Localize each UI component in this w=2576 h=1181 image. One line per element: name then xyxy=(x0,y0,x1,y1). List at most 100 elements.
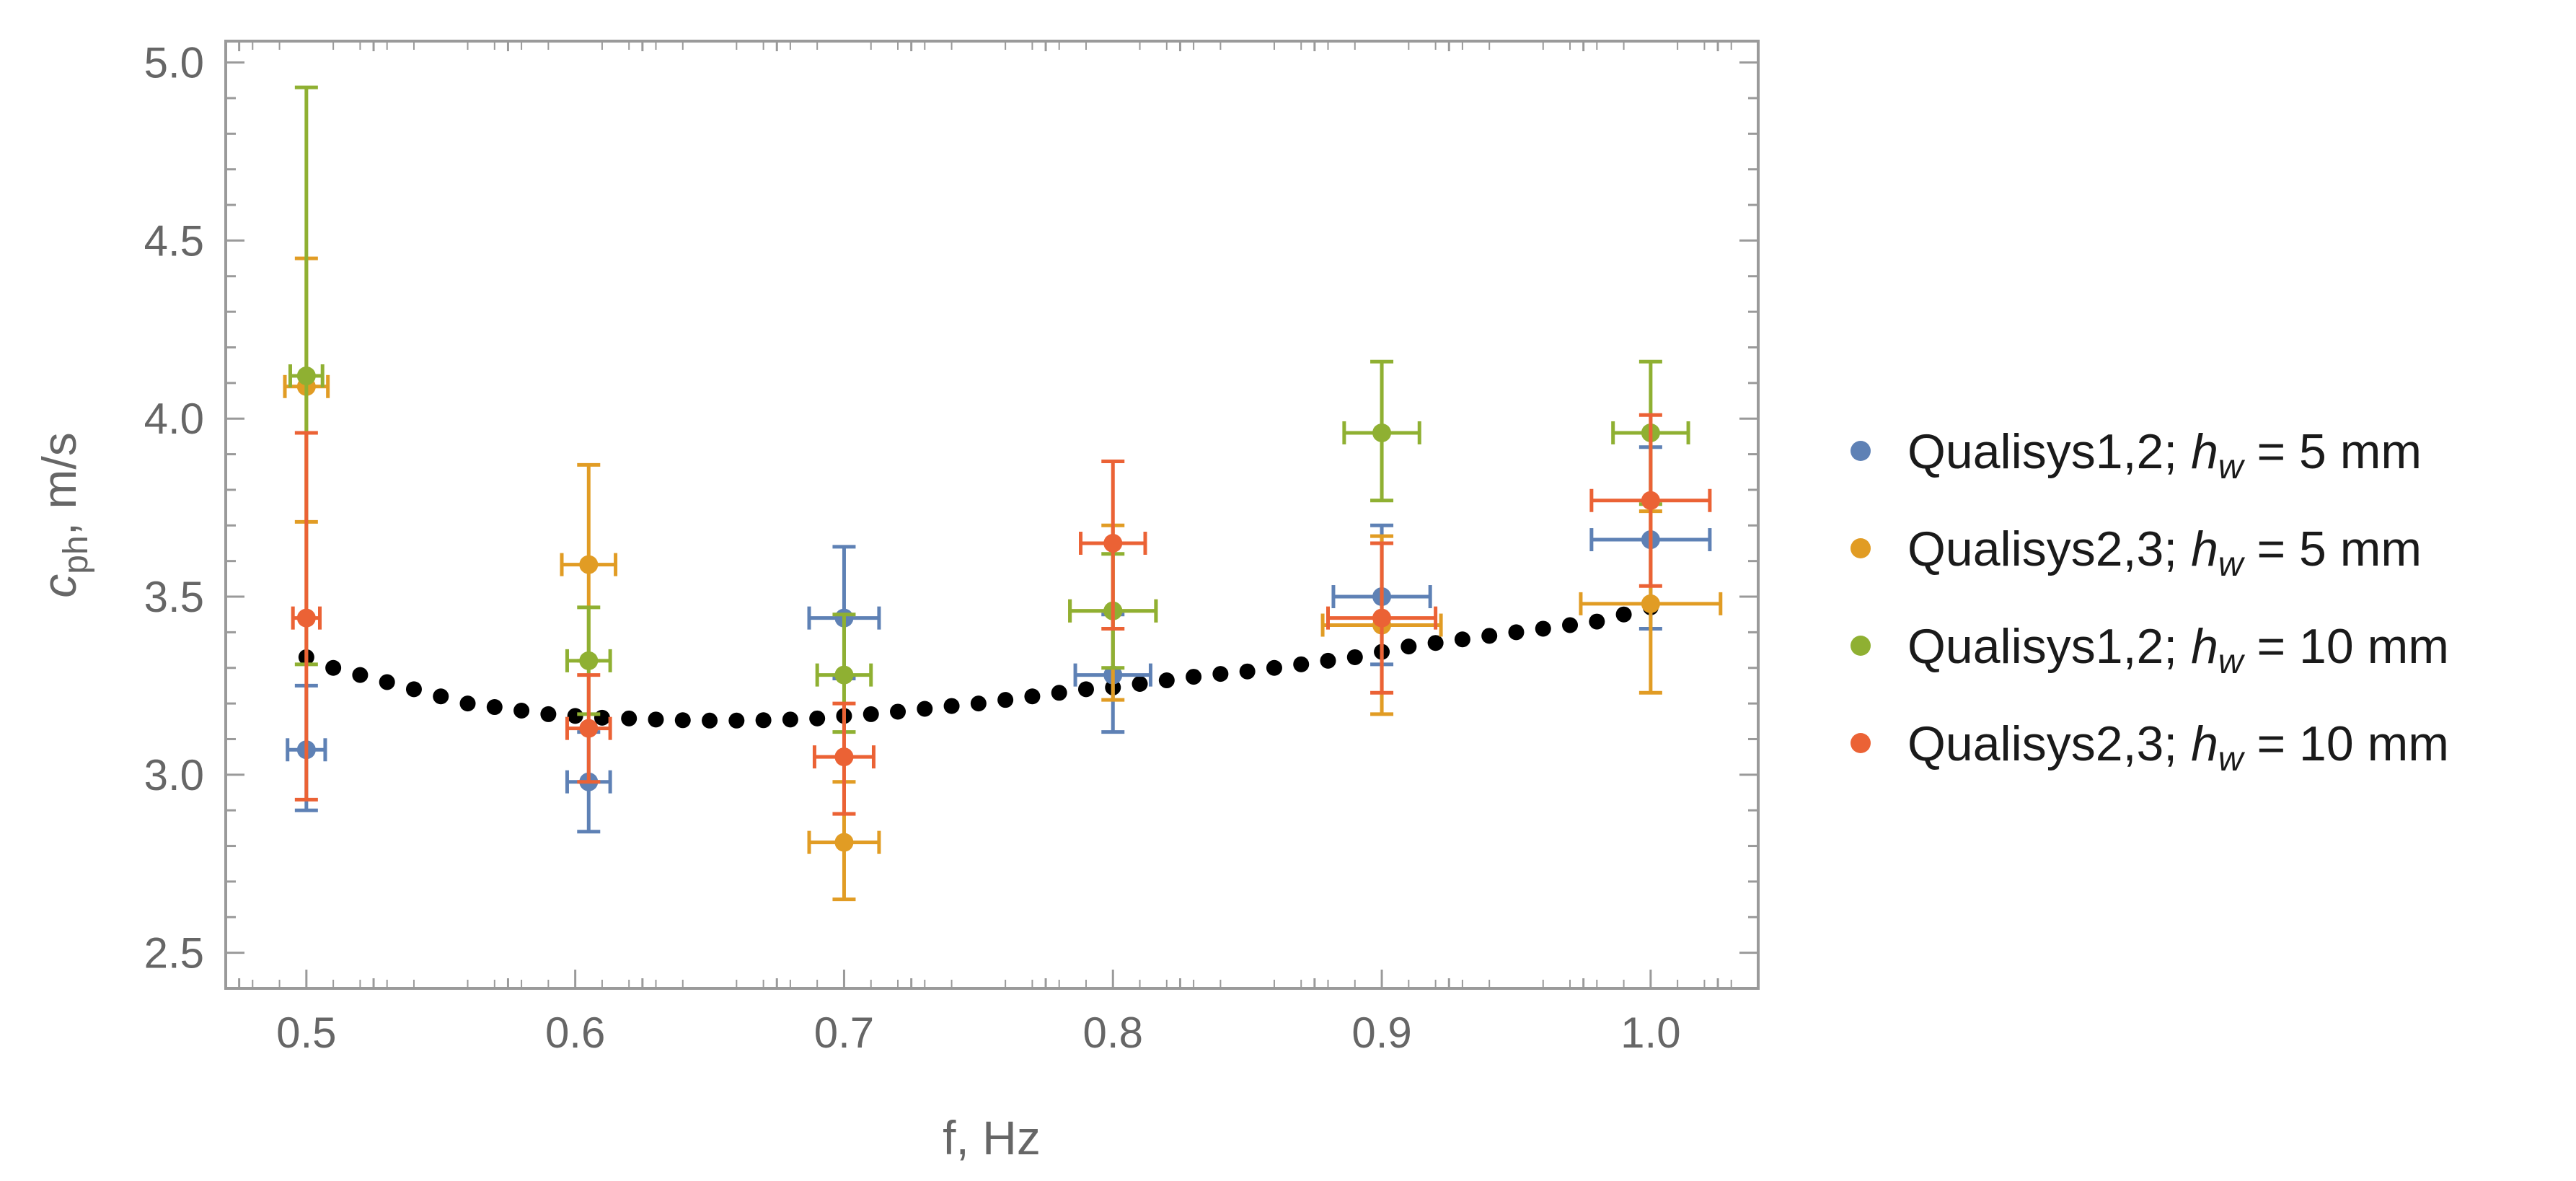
model-point xyxy=(1320,652,1336,669)
model-point xyxy=(782,711,798,728)
model-point xyxy=(1562,617,1579,633)
data-point xyxy=(834,747,854,767)
legend-marker xyxy=(1851,538,1871,558)
legend-label: Qualisys1,2; hw = 5 mm xyxy=(1907,424,2422,486)
legend-label: Qualisys2,3; hw = 10 mm xyxy=(1907,716,2449,778)
model-point xyxy=(863,706,879,722)
data-point xyxy=(834,665,854,685)
x-tick-label: 0.6 xyxy=(545,1009,605,1057)
legend-label-prefix: Qualisys1,2; xyxy=(1907,619,2191,674)
model-point xyxy=(379,674,395,690)
legend-label-h: h xyxy=(2191,522,2218,576)
y-tick-label: 3.0 xyxy=(144,751,204,799)
model-point xyxy=(809,710,826,726)
model-point xyxy=(1266,659,1282,676)
legend-label-suffix: = 10 mm xyxy=(2244,716,2449,771)
model-point xyxy=(1427,635,1444,651)
model-point xyxy=(1454,631,1470,648)
x-axis-title: f, Hz xyxy=(943,1111,1041,1164)
data-point xyxy=(1641,491,1660,510)
legend-label-h: h xyxy=(2191,716,2218,771)
y-tick-label: 2.5 xyxy=(144,929,204,978)
model-point xyxy=(755,712,772,729)
data-point xyxy=(579,719,599,738)
data-point xyxy=(834,833,854,852)
x-tick-label: 0.7 xyxy=(814,1009,874,1057)
model-point xyxy=(917,701,933,717)
model-point xyxy=(1132,675,1148,692)
model-point xyxy=(674,712,691,729)
y-tick-label: 5.0 xyxy=(144,39,204,87)
model-point xyxy=(1051,685,1067,701)
x-tick-label: 0.9 xyxy=(1351,1009,1411,1057)
model-point xyxy=(459,695,476,712)
model-point xyxy=(997,692,1014,708)
model-point xyxy=(1401,638,1417,655)
series-1 xyxy=(286,445,1712,834)
legend-label-prefix: Qualisys2,3; xyxy=(1907,522,2191,576)
legend-marker xyxy=(1851,441,1871,461)
data-point xyxy=(579,555,599,574)
series-4 xyxy=(291,413,1712,816)
legend-label-suffix: = 5 mm xyxy=(2244,522,2422,576)
model-point xyxy=(943,698,960,714)
x-tick-label: 0.8 xyxy=(1083,1009,1143,1057)
model-point xyxy=(890,703,907,720)
legend-label-w: w xyxy=(2218,448,2246,486)
model-curve xyxy=(298,599,1659,729)
y-tick-label: 3.5 xyxy=(144,573,204,621)
model-point xyxy=(1535,620,1551,637)
x-tick-label: 0.5 xyxy=(276,1009,336,1057)
model-point xyxy=(594,709,610,726)
legend-marker xyxy=(1851,733,1871,753)
model-point xyxy=(1481,628,1498,644)
legend-label-h: h xyxy=(2191,424,2218,479)
model-point xyxy=(1158,672,1175,689)
model-point xyxy=(702,712,718,729)
series-2 xyxy=(283,256,1723,902)
legend-label: Qualisys2,3; hw = 5 mm xyxy=(1907,522,2422,584)
legend-label-w: w xyxy=(2218,643,2246,681)
legend-label-suffix: = 10 mm xyxy=(2244,619,2449,674)
legend-label-prefix: Qualisys1,2; xyxy=(1907,424,2191,479)
model-point xyxy=(405,681,422,698)
data-point xyxy=(1103,533,1123,553)
data-point xyxy=(296,608,316,628)
model-point xyxy=(352,667,369,683)
model-point xyxy=(1186,669,1202,685)
model-point xyxy=(728,712,745,729)
plot-frame xyxy=(224,40,1760,990)
model-point xyxy=(1293,656,1310,672)
model-point xyxy=(1508,624,1525,641)
legend-label-prefix: Qualisys2,3; xyxy=(1907,716,2191,771)
model-point xyxy=(648,711,664,728)
legend-label-suffix: = 5 mm xyxy=(2244,424,2422,479)
model-point xyxy=(1589,613,1605,630)
y-axis-title-tail: , m/s xyxy=(32,432,86,535)
model-point xyxy=(567,708,583,724)
model-point xyxy=(513,702,530,719)
model-point xyxy=(1077,681,1094,698)
model-point xyxy=(486,699,503,716)
model-point xyxy=(1212,666,1229,682)
model-point xyxy=(433,688,449,705)
axis-ticks xyxy=(226,41,1758,990)
legend-label: Qualisys1,2; hw = 10 mm xyxy=(1907,619,2449,681)
data-point xyxy=(296,366,316,385)
model-point xyxy=(540,706,557,722)
model-point xyxy=(1239,663,1256,680)
legend-marker xyxy=(1851,636,1871,656)
y-tick-label: 4.0 xyxy=(144,395,204,443)
data-point xyxy=(1641,594,1660,613)
model-point xyxy=(970,695,987,712)
model-point xyxy=(1346,649,1363,665)
data-point xyxy=(1372,608,1392,628)
legend-label-w: w xyxy=(2218,740,2246,778)
y-axis-title-sub: ph xyxy=(57,535,95,574)
y-tick-label: 4.5 xyxy=(144,216,204,265)
legend-label-w: w xyxy=(2218,545,2246,584)
model-point xyxy=(325,659,342,676)
data-point xyxy=(579,651,599,670)
